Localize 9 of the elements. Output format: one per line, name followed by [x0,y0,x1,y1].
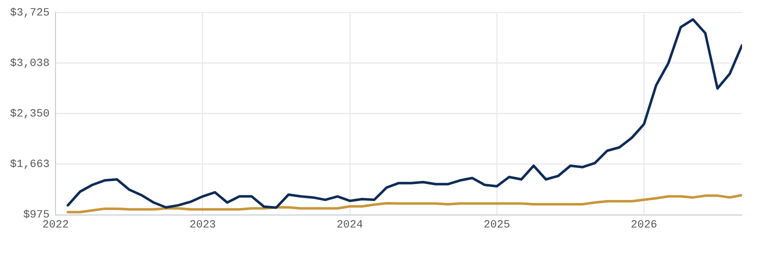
y-tick-label: $3,725 [10,8,50,20]
x-tick-label: 2025 [484,219,510,232]
x-tick-label: 2026 [630,219,658,232]
x-tick-label: 2022 [42,219,69,232]
x-tick-label: 2024 [336,219,364,232]
x-tick-label: 2023 [189,219,216,232]
y-tick-label: $1,663 [10,159,50,172]
y-tick-label: $2,350 [10,108,50,121]
y-tick-label: $3,038 [10,58,50,70]
